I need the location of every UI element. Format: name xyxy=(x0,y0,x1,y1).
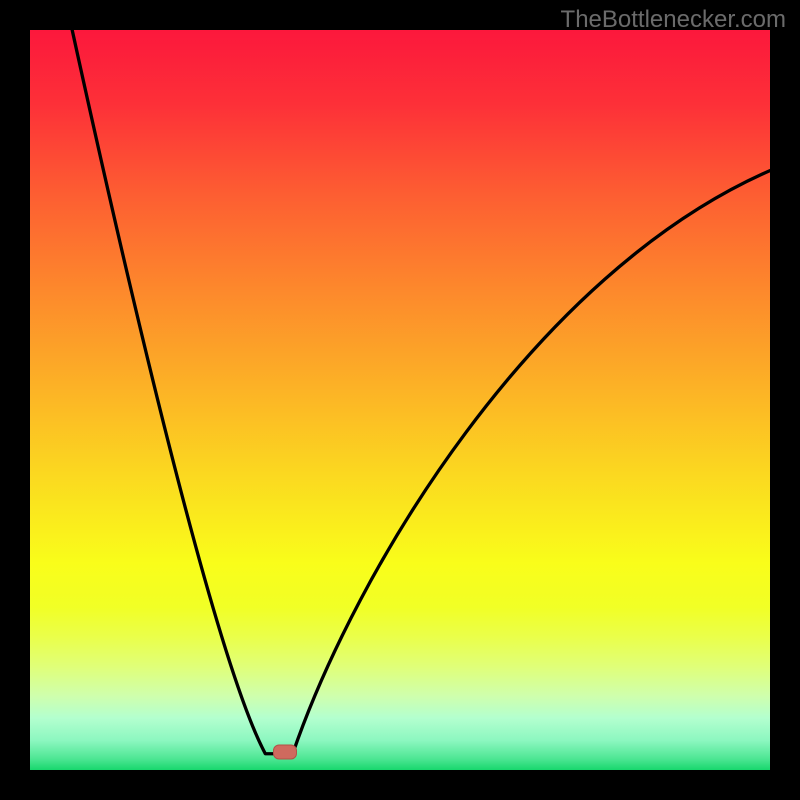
watermark-text: TheBottlenecker.com xyxy=(561,6,786,34)
plot-area xyxy=(30,30,770,770)
bottleneck-curve xyxy=(72,30,770,754)
curve-layer xyxy=(30,30,770,770)
minimum-marker xyxy=(273,744,297,759)
